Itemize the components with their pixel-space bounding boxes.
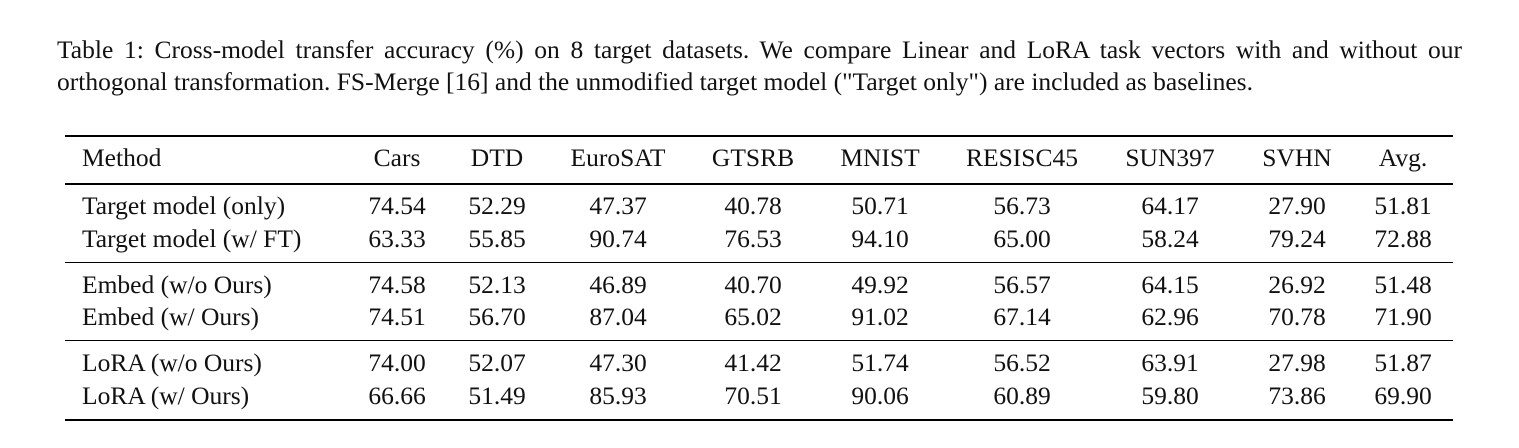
value-cell: 74.00 [368, 348, 426, 377]
value-cell: 59.80 [1141, 380, 1199, 410]
value-cell: 85.93 [589, 380, 647, 410]
value-cell: 66.66 [368, 380, 426, 410]
value-cell: 52.29 [468, 191, 526, 220]
value-cell: 51.87 [1374, 348, 1432, 377]
value-cell: 74.51 [368, 302, 426, 331]
value-cell: 74.58 [368, 269, 426, 299]
value-cell: 52.07 [468, 348, 526, 377]
table-rule [65, 340, 1453, 342]
value-cell: 51.74 [851, 348, 909, 377]
value-cell: 51.48 [1374, 269, 1432, 299]
value-cell: 46.89 [589, 269, 647, 299]
value-cell: 56.73 [993, 191, 1051, 220]
value-cell: 26.92 [1268, 269, 1326, 299]
method-cell: Target model (w/ FT) [82, 223, 302, 253]
value-cell: 62.96 [1141, 302, 1199, 331]
header-cell: GTSRB [711, 143, 795, 172]
value-cell: 47.30 [589, 348, 647, 377]
table-caption: Table 1: Cross-model transfer accuracy (… [57, 35, 1462, 96]
value-cell: 76.53 [724, 223, 782, 253]
value-cell: 65.02 [724, 302, 782, 331]
value-cell: 72.88 [1374, 223, 1432, 253]
value-cell: 67.14 [993, 302, 1051, 331]
method-cell: Embed (w/o Ours) [82, 269, 272, 299]
value-cell: 64.15 [1141, 269, 1199, 299]
value-cell: 55.85 [468, 223, 526, 253]
value-cell: 40.78 [724, 191, 782, 220]
value-cell: 73.86 [1268, 380, 1326, 410]
value-cell: 70.51 [724, 380, 782, 410]
header-cell: Method [82, 143, 162, 172]
value-cell: 70.78 [1268, 302, 1326, 331]
method-cell: LoRA (w/o Ours) [82, 348, 262, 377]
header-cell: Cars [373, 143, 421, 172]
value-cell: 69.90 [1374, 380, 1432, 410]
value-cell: 94.10 [851, 223, 909, 253]
value-cell: 65.00 [993, 223, 1051, 253]
value-cell: 90.74 [589, 223, 647, 253]
value-cell: 64.17 [1141, 191, 1199, 220]
value-cell: 52.13 [468, 269, 526, 299]
value-cell: 41.42 [724, 348, 782, 377]
value-cell: 56.52 [993, 348, 1051, 377]
method-cell: LoRA (w/ Ours) [82, 380, 250, 410]
value-cell: 47.37 [589, 191, 647, 220]
value-cell: 50.71 [851, 191, 909, 220]
value-cell: 74.54 [368, 191, 426, 220]
header-cell: SVHN [1262, 143, 1332, 172]
value-cell: 63.91 [1141, 348, 1199, 377]
value-cell: 63.33 [368, 223, 426, 253]
header-cell: MNIST [840, 143, 920, 172]
value-cell: 71.90 [1374, 302, 1432, 331]
method-cell: Target model (only) [82, 191, 286, 220]
value-cell: 40.70 [724, 269, 782, 299]
table-rule [65, 135, 1453, 137]
value-cell: 27.90 [1268, 191, 1326, 220]
value-cell: 58.24 [1141, 223, 1199, 253]
value-cell: 51.81 [1374, 191, 1432, 220]
value-cell: 90.06 [851, 380, 909, 410]
table-rule [65, 419, 1453, 421]
header-cell: SUN397 [1125, 143, 1215, 172]
header-cell: Avg. [1378, 143, 1428, 172]
header-cell: RESISC45 [966, 143, 1078, 172]
table-rule [65, 261, 1453, 263]
value-cell: 56.57 [993, 269, 1051, 299]
table-rule [65, 183, 1453, 185]
value-cell: 49.92 [851, 269, 909, 299]
value-cell: 27.98 [1268, 348, 1326, 377]
value-cell: 60.89 [993, 380, 1051, 410]
value-cell: 56.70 [468, 302, 526, 331]
method-cell: Embed (w/ Ours) [82, 302, 260, 331]
header-cell: DTD [470, 143, 524, 172]
value-cell: 51.49 [468, 380, 526, 410]
header-cell: EuroSAT [570, 143, 666, 172]
value-cell: 79.24 [1268, 223, 1326, 253]
value-cell: 91.02 [851, 302, 909, 331]
value-cell: 87.04 [589, 302, 647, 331]
